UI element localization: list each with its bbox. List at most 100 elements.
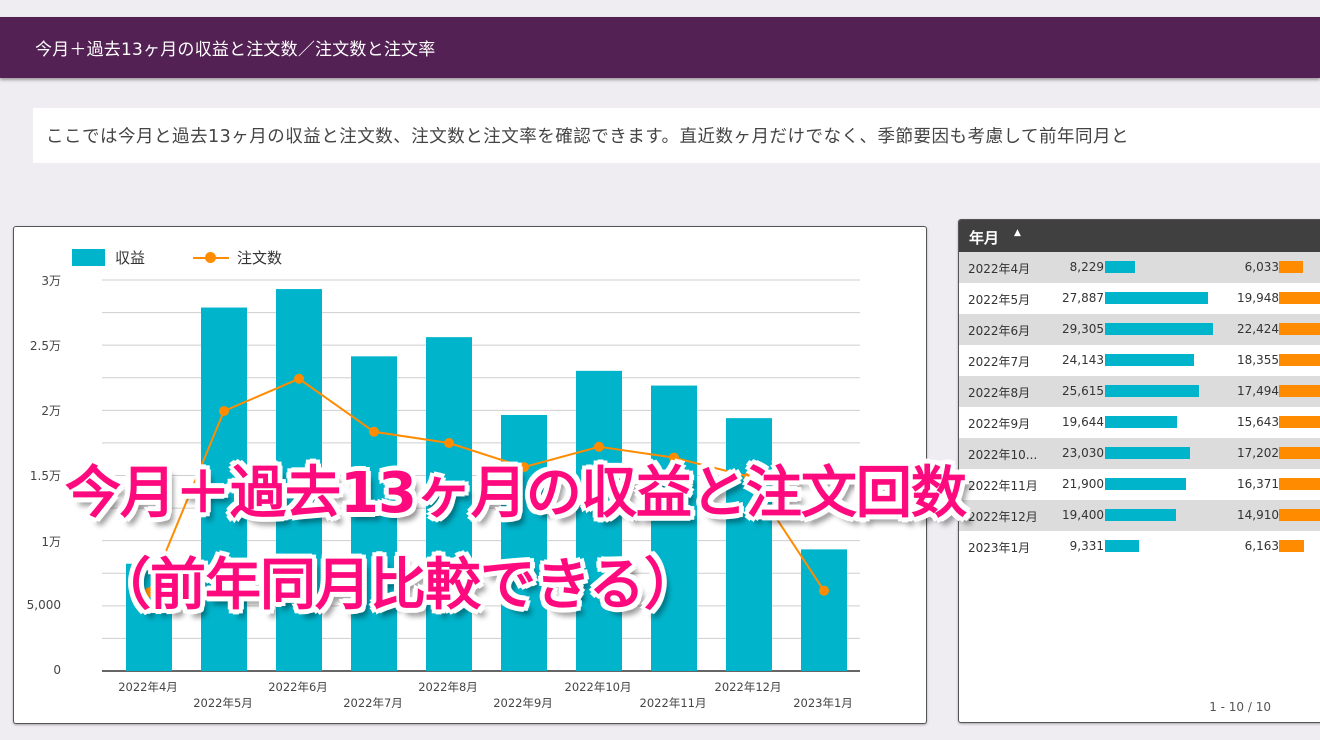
x-tick: 2022年8月 [418, 680, 478, 694]
y-tick: 1万 [41, 535, 61, 549]
table-row[interactable]: 2022年6月 29,305 22,424 [959, 314, 1320, 345]
cell-orders: 22,424 [1237, 322, 1279, 336]
cell-month: 2022年10... [968, 448, 1038, 462]
revenue-bar [651, 385, 697, 671]
orders-point [144, 587, 154, 598]
revenue-bar [426, 337, 472, 671]
cell-month: 2022年12月 [968, 510, 1038, 524]
orders-bar [1279, 447, 1320, 459]
revenue-bar [1105, 385, 1200, 397]
column-header-month[interactable]: 年月 [969, 229, 1000, 247]
table-row[interactable]: 2022年7月 24,143 18,355 [959, 345, 1320, 376]
orders-point [369, 426, 379, 437]
plot-area [102, 279, 860, 672]
cell-revenue: 23,030 [1062, 446, 1104, 460]
cell-revenue: 24,143 [1062, 353, 1104, 367]
y-tick: 3万 [41, 274, 61, 288]
pagination-label: 1 - 10 / 10 [1209, 700, 1271, 714]
x-tick: 2022年11月 [639, 696, 707, 710]
table-row[interactable]: 2022年11月 21,900 16,371 [959, 469, 1320, 500]
table-row[interactable]: 2022年10... 23,030 17,202 [959, 438, 1320, 469]
cell-month: 2022年7月 [968, 355, 1031, 369]
y-tick: 2万 [41, 404, 61, 418]
orders-bar [1279, 354, 1320, 366]
orders-bar [1279, 540, 1304, 552]
y-tick: 0 [53, 663, 61, 677]
x-tick: 2022年6月 [268, 680, 328, 694]
cell-orders: 14,910 [1237, 508, 1279, 522]
orders-bar [1279, 385, 1320, 397]
overlay-caption-line1: 今月＋過去13ヶ月の収益と注文回数 [65, 461, 967, 526]
cell-orders: 17,494 [1237, 384, 1279, 398]
revenue-bar [501, 414, 547, 671]
section-header: 今月＋過去13ヶ月の収益と注文数／注文数と注文率 [0, 17, 1320, 78]
section-title: 今月＋過去13ヶ月の収益と注文数／注文数と注文率 [35, 40, 436, 60]
orders-point [669, 452, 679, 463]
orders-bar [1279, 323, 1320, 335]
x-tick: 2022年12月 [714, 680, 782, 694]
y-tick: 1.5万 [29, 469, 61, 483]
orders-bar [1279, 261, 1304, 273]
revenue-bar [576, 370, 622, 671]
orders-point [519, 462, 529, 473]
orders-point [819, 585, 829, 596]
cell-orders: 19,948 [1237, 291, 1279, 305]
cell-orders: 6,033 [1244, 260, 1279, 274]
cell-revenue: 19,644 [1062, 415, 1104, 429]
cell-orders: 6,163 [1244, 539, 1279, 553]
orders-bar [1279, 478, 1320, 490]
cell-month: 2022年6月 [968, 324, 1031, 338]
cell-orders: 16,371 [1237, 477, 1279, 491]
revenue-bar [1105, 354, 1194, 366]
x-tick: 2022年10月 [564, 680, 632, 694]
cell-orders: 17,202 [1237, 446, 1279, 460]
table-row[interactable]: 2023年1月 9,331 6,163 [959, 531, 1320, 562]
cell-revenue: 9,331 [1069, 539, 1104, 553]
cell-revenue: 21,900 [1062, 477, 1104, 491]
sort-ascending-icon[interactable]: ▲ [1014, 228, 1021, 238]
revenue-bar [1105, 416, 1178, 428]
orders-point [744, 471, 754, 482]
x-tick: 2022年5月 [193, 696, 253, 710]
y-tick: 2.5万 [29, 339, 61, 353]
cell-revenue: 8,229 [1069, 260, 1104, 274]
revenue-bar [201, 307, 247, 671]
orders-bar [1279, 416, 1320, 428]
x-tick: 2023年1月 [793, 696, 853, 710]
cell-month: 2023年1月 [968, 541, 1031, 555]
table-row[interactable]: 2022年4月 8,229 6,033 [959, 252, 1320, 283]
orders-bar [1279, 292, 1320, 304]
cell-revenue: 29,305 [1062, 322, 1104, 336]
legend-label-revenue: 収益 [115, 249, 146, 267]
table-header[interactable]: 年月 ▲ [959, 220, 1320, 252]
x-tick: 2022年7月 [343, 696, 403, 710]
orders-point [594, 441, 604, 452]
x-tick: 2022年4月 [118, 680, 178, 694]
x-tick: 2022年9月 [493, 696, 553, 710]
cell-month: 2022年4月 [968, 262, 1031, 276]
legend-label-orders: 注文数 [237, 249, 283, 267]
revenue-bar [1105, 261, 1136, 273]
revenue-bar [801, 549, 847, 671]
cell-revenue: 19,400 [1062, 508, 1104, 522]
cell-revenue: 27,887 [1062, 291, 1104, 305]
orders-point [294, 373, 304, 384]
table-row[interactable]: 2022年12月 19,400 14,910 [959, 500, 1320, 531]
cell-orders: 18,355 [1237, 353, 1279, 367]
revenue-bar [1105, 447, 1190, 459]
cell-month: 2022年8月 [968, 386, 1031, 400]
orders-point [444, 437, 454, 448]
table-row[interactable]: 2022年5月 27,887 19,948 [959, 283, 1320, 314]
revenue-orders-chart[interactable]: 収益 注文数 3万 2.5万 2万 1.5万 1万 5,000 0 2022年4… [13, 226, 927, 724]
revenue-bar [351, 356, 397, 671]
line-legend-marker-icon [193, 249, 230, 266]
cell-month: 2022年9月 [968, 417, 1031, 431]
revenue-bar [1105, 540, 1140, 552]
y-tick: 5,000 [26, 598, 61, 612]
table-row[interactable]: 2022年8月 25,615 17,494 [959, 376, 1320, 407]
revenue-bar [1105, 292, 1208, 304]
revenue-bar [1105, 323, 1213, 335]
description-box: ここでは今月と過去13ヶ月の収益と注文数、注文数と注文率を確認できます。直近数ヶ… [33, 108, 1320, 163]
table-row[interactable]: 2022年9月 19,644 15,643 [959, 407, 1320, 438]
chart-legend: 収益 注文数 [72, 247, 282, 268]
